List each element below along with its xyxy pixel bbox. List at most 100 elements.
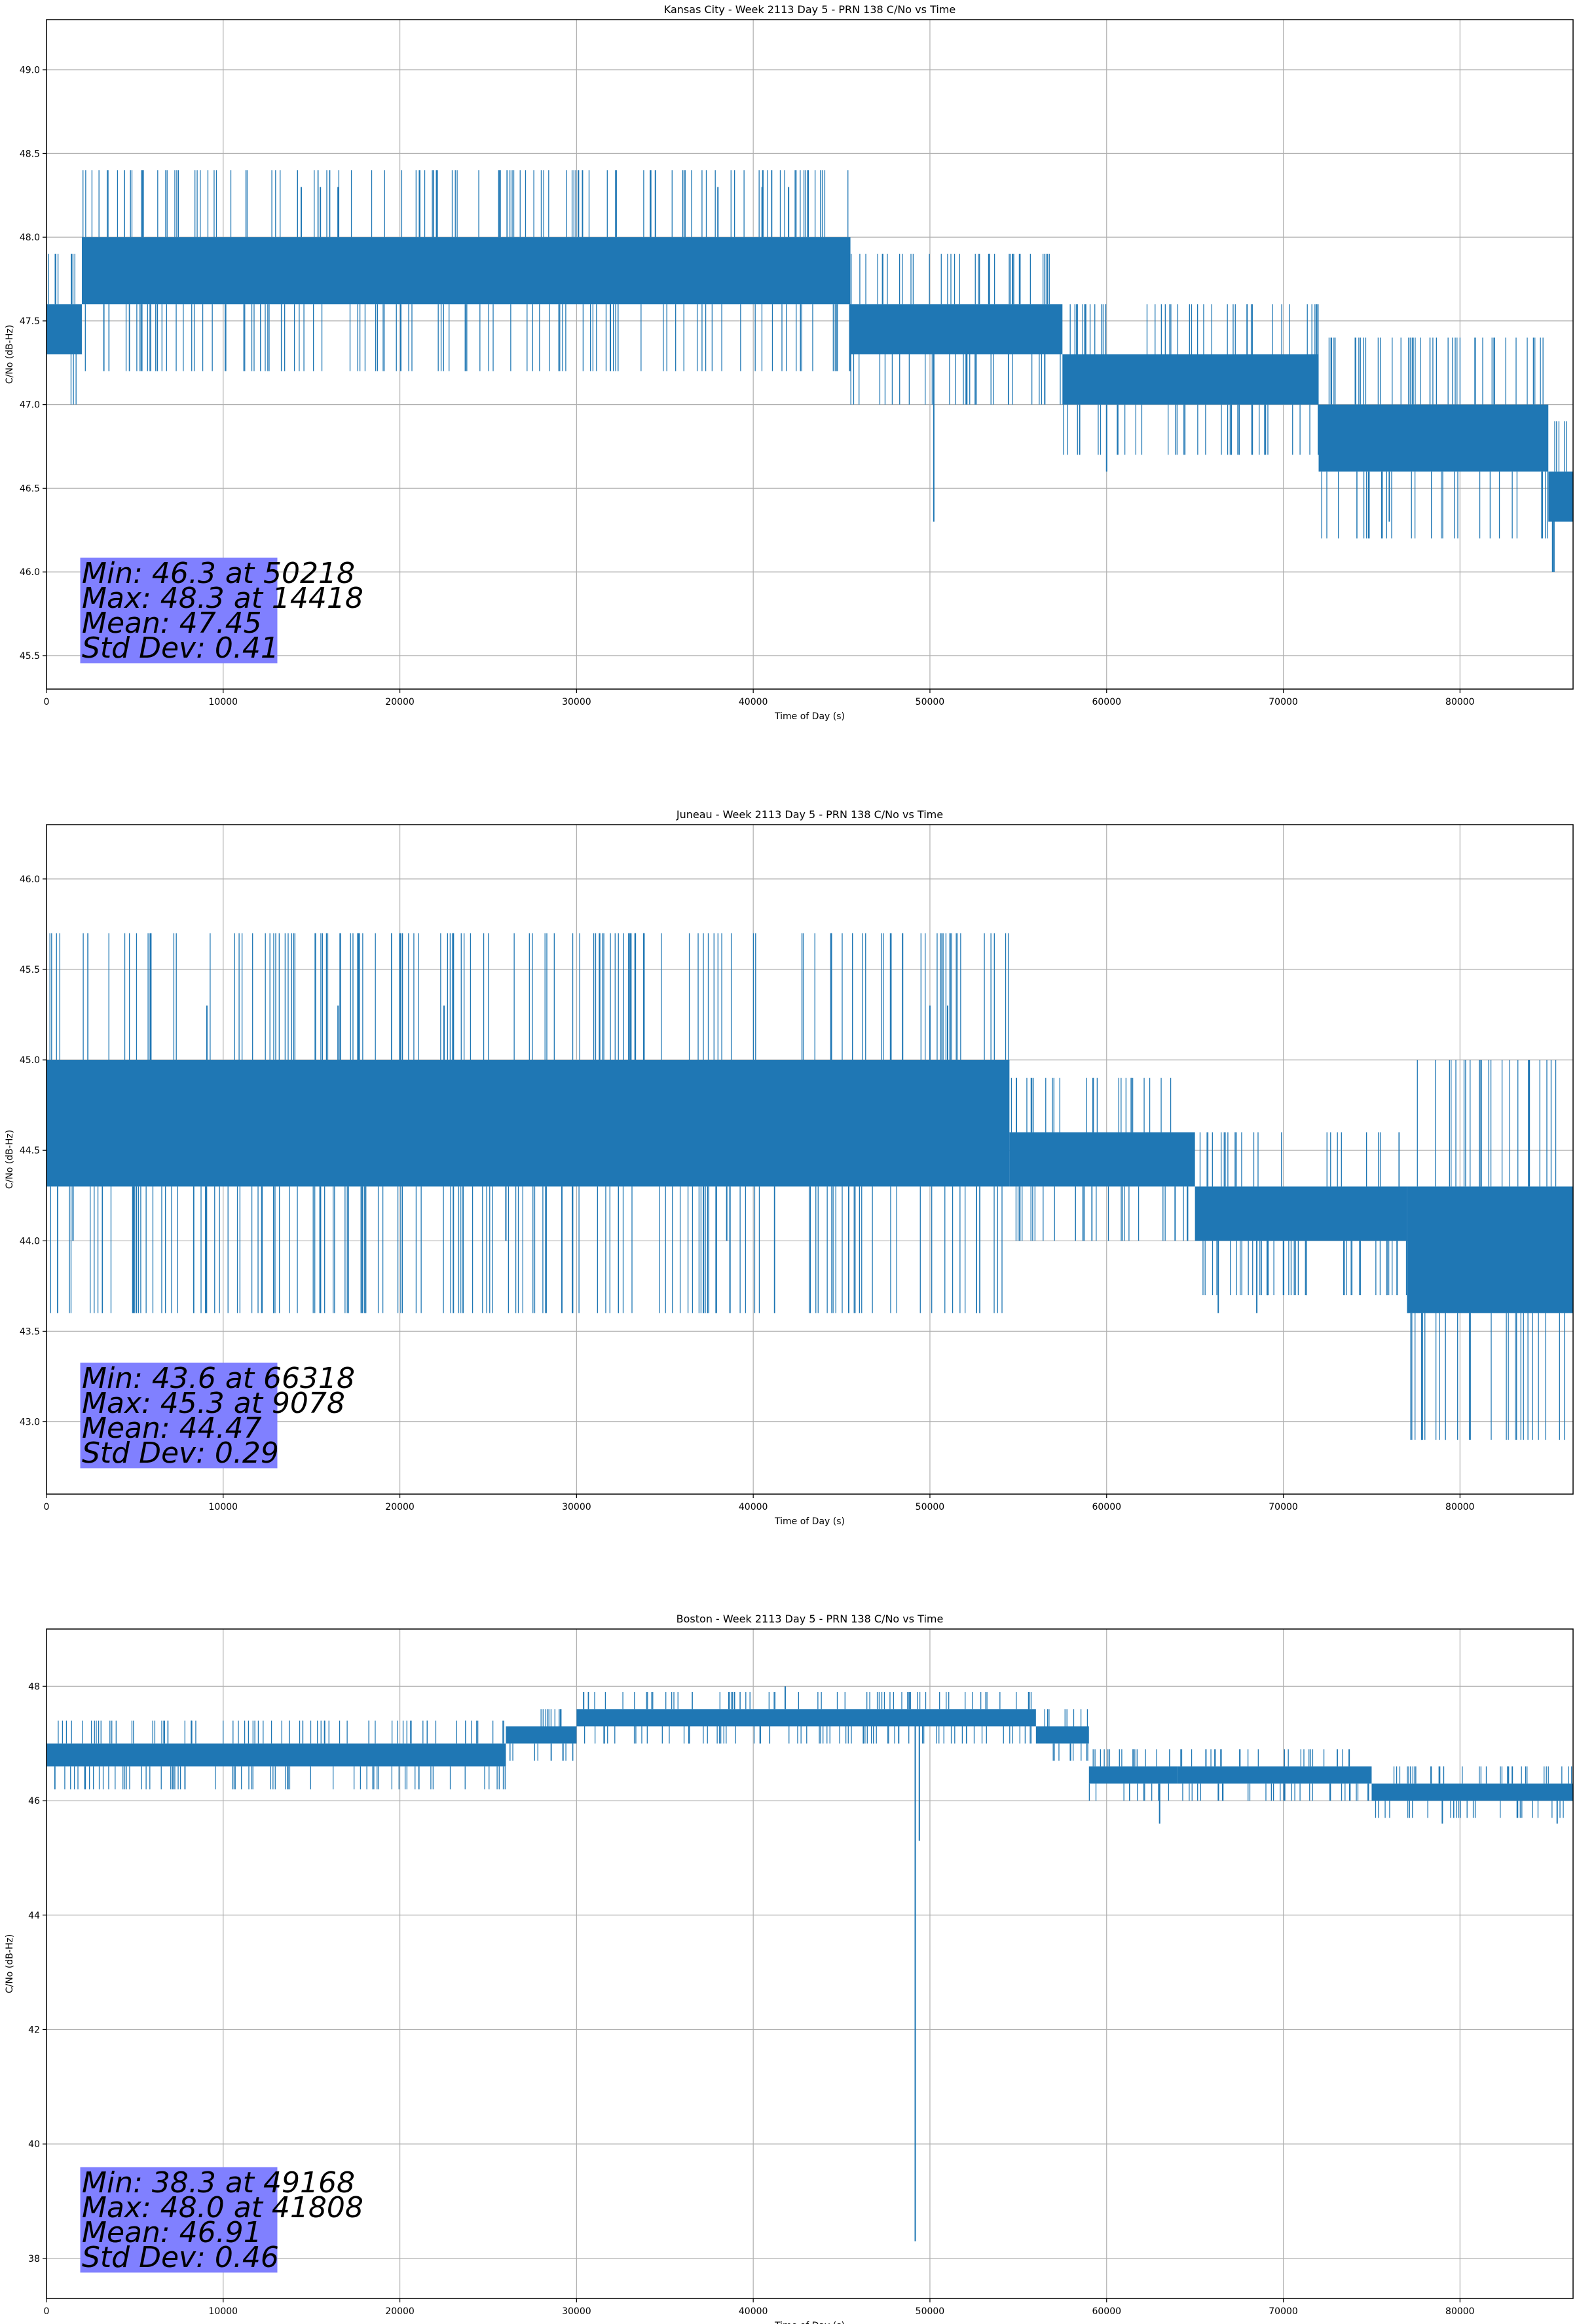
x-tick-label-1: 0 <box>44 697 50 707</box>
stats-box-background <box>80 1362 278 1469</box>
y-tick-label-4: 44 <box>28 1911 40 1921</box>
x-tick-label-6: 50000 <box>916 697 945 707</box>
stats-box-background <box>80 557 278 664</box>
x-axis-label: Time of Day (s) <box>774 711 845 722</box>
y-tick-label-2: 40 <box>28 2139 40 2150</box>
y-axis-label: C/No (dB-Hz) <box>5 1934 15 1993</box>
stats-line-3: Mean: 47.45 <box>82 607 262 640</box>
y-tick-label-5: 47.5 <box>20 316 40 327</box>
band-segment-1 <box>46 304 82 354</box>
stats-line-1: Min: 46.3 at 50218 <box>82 557 355 590</box>
y-tick-label-4: 47.0 <box>20 400 40 411</box>
y-tick-label-1: 38 <box>28 2254 40 2264</box>
chart-panel-1: 0 10000 20000 30000 40000 50000 60000 70000 8000… <box>5 3 1574 722</box>
band-segment-6 <box>1548 471 1573 522</box>
x-tick-label-1: 0 <box>44 2306 50 2317</box>
y-tick-label-4: 44.5 <box>20 1146 40 1156</box>
stats-line-4: Std Dev: 0.29 <box>82 1436 279 1470</box>
x-tick-label-8: 70000 <box>1269 1502 1298 1512</box>
stats-line-2: Max: 48.0 at 41808 <box>82 2191 363 2224</box>
band-segment-1 <box>46 1743 506 1767</box>
stats-line-2: Max: 45.3 at 9078 <box>82 1387 345 1420</box>
y-tick-label-6: 45.5 <box>20 965 40 975</box>
band-segment-5 <box>1088 1766 1178 1784</box>
y-tick-label-3: 44.0 <box>20 1236 40 1246</box>
stats-line-2: Max: 48.3 at 14418 <box>82 582 363 615</box>
x-tick-label-9: 80000 <box>1445 2306 1475 2317</box>
axes-frame <box>46 1628 1574 2299</box>
band-segment-3 <box>576 1709 1036 1727</box>
stats-line-1: Min: 38.3 at 49168 <box>82 2166 355 2200</box>
y-axis-label: C/No (dB-Hz) <box>5 1130 15 1189</box>
y-tick-label-6: 48 <box>28 1681 40 1692</box>
x-tick-label-7: 60000 <box>1092 697 1121 707</box>
x-tick-label-7: 60000 <box>1092 1502 1121 1512</box>
axes-frame <box>46 824 1574 1495</box>
stats-line-3: Mean: 46.91 <box>82 2216 262 2249</box>
y-tick-label-6: 48.0 <box>20 233 40 243</box>
y-tick-label-3: 42 <box>28 2025 40 2035</box>
series-line <box>46 933 1573 1440</box>
x-tick-label-4: 30000 <box>562 1502 591 1512</box>
band-segment-4 <box>1035 1726 1089 1744</box>
stats-line-3: Mean: 44.47 <box>82 1412 262 1445</box>
band-segment-5 <box>1318 404 1549 472</box>
x-tick-label-6: 50000 <box>916 2306 945 2317</box>
x-tick-label-7: 60000 <box>1092 2306 1121 2317</box>
stats-line-4: Std Dev: 0.46 <box>82 2241 279 2274</box>
x-tick-label-5: 40000 <box>739 697 768 707</box>
y-tick-label-7: 48.5 <box>20 149 40 159</box>
x-tick-label-2: 10000 <box>209 2306 238 2317</box>
axes-frame <box>46 19 1574 690</box>
x-tick-label-4: 30000 <box>562 697 591 707</box>
band-segment-6 <box>1177 1766 1372 1784</box>
y-tick-label-7: 46.0 <box>20 874 40 885</box>
x-tick-label-3: 20000 <box>385 2306 415 2317</box>
x-tick-label-4: 30000 <box>562 2306 591 2317</box>
band-segment-3 <box>1195 1186 1407 1241</box>
x-tick-label-5: 40000 <box>739 1502 768 1512</box>
stats-line-1: Min: 43.6 at 66318 <box>82 1362 355 1395</box>
x-tick-label-3: 20000 <box>385 697 415 707</box>
plot-area <box>46 1629 1573 2298</box>
band-segment-2 <box>506 1726 577 1744</box>
chart-title: Juneau - Week 2113 Day 5 - PRN 138 C/No … <box>676 808 943 821</box>
x-tick-label-8: 70000 <box>1269 2306 1298 2317</box>
x-tick-label-9: 80000 <box>1445 697 1475 707</box>
band-segment-4 <box>1062 354 1319 405</box>
x-axis-label: Time of Day (s) <box>774 1516 845 1527</box>
y-tick-label-1: 45.5 <box>20 651 40 662</box>
x-tick-label-2: 10000 <box>209 1502 238 1512</box>
x-tick-label-2: 10000 <box>209 697 238 707</box>
y-tick-label-1: 43.0 <box>20 1417 40 1428</box>
y-tick-label-5: 45.0 <box>20 1055 40 1066</box>
band-segment-2 <box>1009 1132 1195 1187</box>
chart-title: Kansas City - Week 2113 Day 5 - PRN 138 … <box>664 3 955 16</box>
x-tick-label-1: 0 <box>44 1502 50 1512</box>
x-tick-label-5: 40000 <box>739 2306 768 2317</box>
band-segment-1 <box>46 1060 1010 1187</box>
y-tick-label-5: 46 <box>28 1796 40 1807</box>
stats-line-4: Std Dev: 0.41 <box>82 631 279 665</box>
y-tick-label-2: 43.5 <box>20 1326 40 1337</box>
series-line <box>46 1686 1573 2241</box>
y-tick-label-3: 46.5 <box>20 483 40 494</box>
band-segment-2 <box>81 237 851 305</box>
band-segment-7 <box>1371 1783 1573 1801</box>
x-tick-label-6: 50000 <box>916 1502 945 1512</box>
chart-panel-3: 0 10000 20000 30000 40000 50000 60000 70000 8000… <box>5 1613 1574 2324</box>
band-segment-4 <box>1407 1186 1573 1313</box>
y-tick-label-2: 46.0 <box>20 567 40 578</box>
x-axis-label: Time of Day (s) <box>774 2321 845 2324</box>
chart-panel-2: 0 10000 20000 30000 40000 50000 60000 70000 8000… <box>5 808 1574 1527</box>
x-tick-label-9: 80000 <box>1445 1502 1475 1512</box>
stats-box-background <box>80 2167 278 2273</box>
series-line <box>46 170 1573 572</box>
y-axis-label: C/No (dB-Hz) <box>5 325 15 384</box>
band-segment-3 <box>850 304 1063 354</box>
y-tick-label-8: 49.0 <box>20 66 40 76</box>
x-tick-label-8: 70000 <box>1269 697 1298 707</box>
